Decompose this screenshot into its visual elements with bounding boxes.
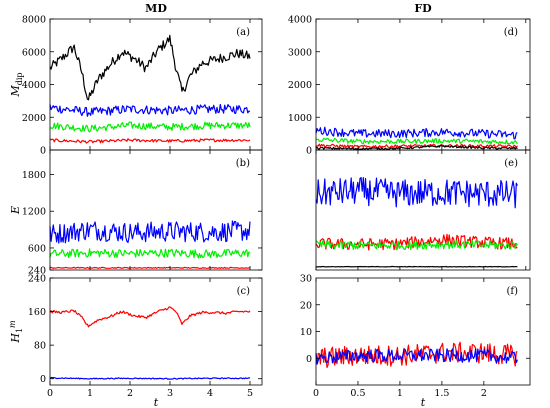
panel-frame-2	[49, 149, 263, 271]
y-axis-label: E	[9, 206, 22, 215]
series-line-3-2	[49, 376, 251, 380]
series-line-2-2	[49, 248, 251, 259]
panel-frame-6	[315, 277, 531, 386]
series-line-1-1	[49, 34, 251, 101]
series-line-2-1	[49, 220, 251, 244]
x-tick-label: 0	[47, 388, 53, 399]
y-tick-label: 600	[28, 243, 46, 254]
panel-frame-3	[49, 277, 263, 386]
chart-title: FD	[414, 2, 432, 15]
y-tick-label: 0	[306, 146, 312, 157]
series-line-5-1	[315, 177, 518, 209]
x-tick-label: 3	[167, 388, 173, 399]
y-tick-label: 8000	[22, 15, 46, 26]
y-tick-label: 80	[34, 341, 46, 352]
y-tick-label: 4000	[22, 80, 46, 91]
panel-label: (c)	[237, 286, 251, 297]
y-tick-label: 240	[28, 274, 46, 285]
panel-label: (f)	[506, 286, 518, 297]
y-axis-label: H1m	[8, 320, 24, 344]
y-tick-label: 4000	[288, 15, 312, 26]
y-tick-label: 2000	[288, 80, 312, 91]
x-tick-label: 0	[313, 388, 319, 399]
panel-frame-5	[315, 149, 531, 271]
series-line-2-3	[49, 266, 251, 269]
chart-title: MD	[145, 2, 167, 15]
panel-label: (a)	[236, 27, 250, 38]
x-tick-label: 1.5	[434, 388, 449, 399]
y-tick-label-top: 30	[300, 274, 312, 285]
panel-label: (d)	[504, 27, 518, 38]
x-tick-label: 2	[481, 388, 487, 399]
series-line-1-4	[49, 138, 251, 144]
series-line-1-2	[49, 103, 251, 117]
y-tick-label: 1000	[288, 113, 312, 124]
y-tick-label: 10	[300, 327, 312, 338]
x-axis-label: t	[421, 396, 426, 408]
y-axis-label: Mdip	[9, 72, 24, 97]
series-line-6-2	[315, 348, 518, 365]
series-line-4-1	[315, 126, 518, 140]
series-line-4-2	[315, 137, 518, 145]
panel-label: (b)	[236, 158, 250, 169]
y-tick-label: 20	[300, 300, 312, 311]
x-axis-label: t	[154, 396, 159, 408]
series-line-3-1	[49, 306, 251, 328]
y-tick-label: 3000	[288, 47, 312, 58]
y-tick-label: 0	[306, 354, 312, 365]
y-tick-label: 0	[40, 374, 46, 385]
y-tick-label: 1800	[22, 170, 46, 181]
y-tick-label: 2000	[22, 113, 46, 124]
series-line-1-3	[49, 121, 251, 133]
y-tick-label: 240	[28, 266, 46, 277]
x-tick-label: 0.5	[350, 388, 365, 399]
x-tick-label: 1	[87, 388, 93, 399]
y-tick-label: 1200	[22, 207, 46, 218]
x-tick-label: 5	[247, 388, 253, 399]
x-tick-label: 1	[397, 388, 403, 399]
x-tick-label: 4	[207, 388, 213, 399]
x-tick-label: 2	[127, 388, 133, 399]
series-line-5-3	[315, 239, 518, 251]
y-tick-label: 0	[40, 146, 46, 157]
panel-label: (e)	[504, 158, 518, 169]
y-tick-label: 160	[28, 307, 46, 318]
y-tick-label: 6000	[22, 47, 46, 58]
